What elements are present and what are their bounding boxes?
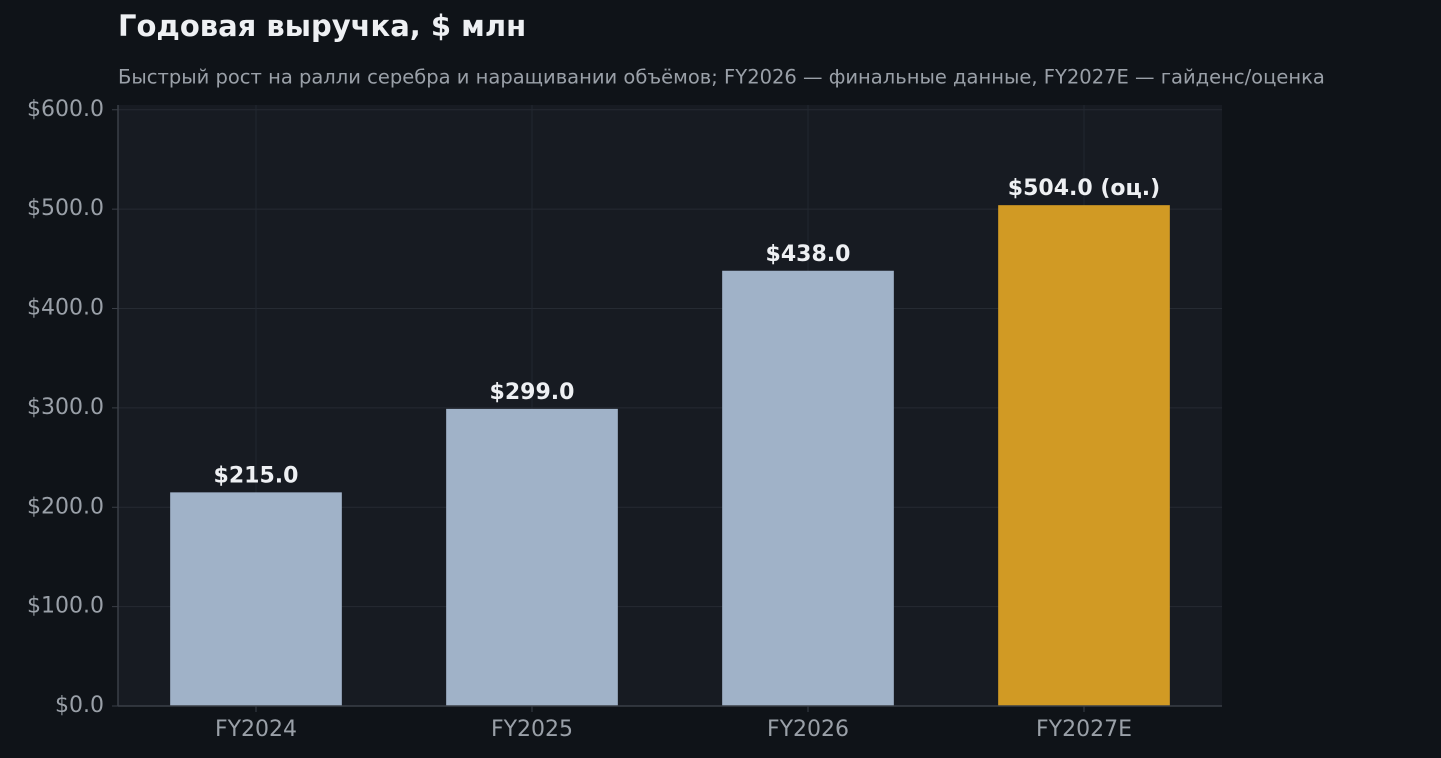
x-tick-label: FY2027E	[1036, 717, 1132, 742]
y-tick-label: $500.0	[27, 196, 104, 221]
value-label: $299.0	[490, 380, 575, 405]
bar	[170, 492, 342, 706]
bar	[722, 270, 894, 706]
y-tick-label: $400.0	[27, 296, 104, 321]
x-tick-label: FY2026	[767, 717, 849, 742]
value-label: $504.0 (оц.)	[1008, 176, 1160, 201]
value-label: $215.0	[214, 463, 299, 488]
y-tick-label: $100.0	[27, 594, 104, 619]
chart-title: Годовая выручка, $ млн	[118, 9, 526, 43]
chart-subtitle: Быстрый рост на ралли серебра и наращива…	[118, 66, 1325, 89]
y-tick-label: $0.0	[55, 693, 104, 718]
x-tick-label: FY2025	[491, 717, 573, 742]
bar	[998, 205, 1170, 706]
y-tick-label: $600.0	[27, 97, 104, 122]
y-tick-label: $200.0	[27, 494, 104, 519]
y-tick-label: $300.0	[27, 395, 104, 420]
bar	[446, 408, 618, 706]
value-label: $438.0	[766, 242, 851, 267]
x-tick-label: FY2024	[215, 717, 297, 742]
